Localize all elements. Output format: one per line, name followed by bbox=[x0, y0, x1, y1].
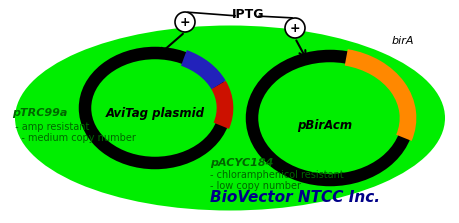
Text: pACYC184: pACYC184 bbox=[210, 158, 273, 168]
Text: - low copy number: - low copy number bbox=[210, 181, 300, 191]
Circle shape bbox=[174, 12, 195, 32]
Text: +: + bbox=[179, 17, 190, 29]
Text: AviTag plasmid: AviTag plasmid bbox=[105, 107, 204, 120]
Text: - chloramphenicol resistant: - chloramphenicol resistant bbox=[210, 170, 343, 180]
Text: birA: birA bbox=[391, 36, 414, 46]
Text: BioVector NTCC Inc.: BioVector NTCC Inc. bbox=[210, 190, 379, 205]
Text: - amp resistant: - amp resistant bbox=[12, 122, 89, 132]
Ellipse shape bbox=[15, 25, 444, 211]
Text: pBirAcm: pBirAcm bbox=[297, 120, 352, 132]
Text: +: + bbox=[289, 23, 300, 35]
Text: IPTG: IPTG bbox=[231, 8, 263, 21]
Circle shape bbox=[285, 18, 304, 38]
Text: - medium copy number: - medium copy number bbox=[12, 133, 135, 143]
Text: pTRC99a: pTRC99a bbox=[12, 108, 67, 118]
